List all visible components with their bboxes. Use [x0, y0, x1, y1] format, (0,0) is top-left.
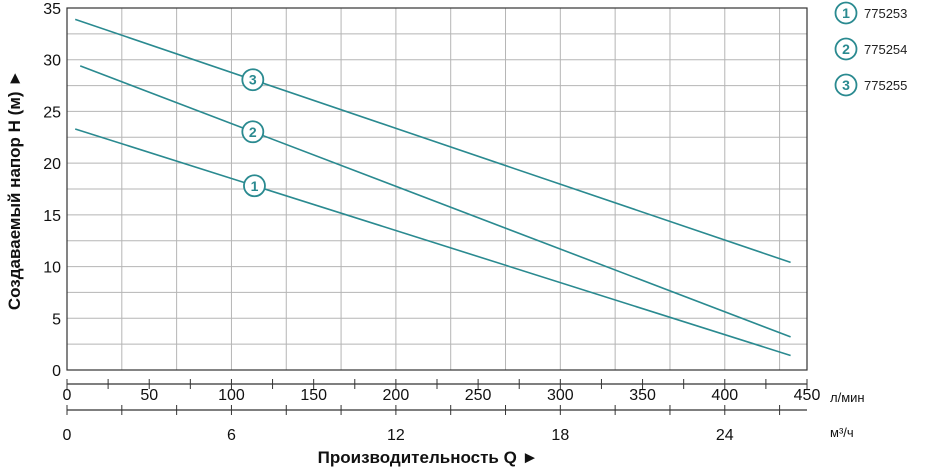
x-axis-secondary: 0 6 12 18 24: [63, 405, 807, 444]
curves: 1 2 3: [74, 18, 791, 357]
y-tick-label: 10: [43, 260, 61, 277]
x-tick-label-primary: 150: [300, 387, 327, 404]
x-tick-label-primary: 0: [63, 387, 72, 404]
curve-1: [74, 128, 791, 357]
legend-marker-3: [834, 73, 858, 97]
x-tick-label-primary: 400: [711, 387, 738, 404]
curve-2: [79, 65, 791, 338]
y-tick-label: 30: [43, 53, 61, 70]
x-tick-label-primary: 350: [629, 387, 656, 404]
grid: [66, 7, 807, 371]
y-tick-label: 20: [43, 156, 61, 173]
x-tick-label-secondary: 0: [63, 427, 72, 444]
curve-marker-label: 2: [249, 124, 257, 140]
y-tick-label: 25: [43, 104, 61, 121]
x-axis-unit-primary: л/мин: [830, 390, 865, 405]
plot-border: [66, 7, 808, 371]
x-axis-unit-secondary: м³/ч: [830, 425, 854, 440]
x-axis-title: Производительность Q ►: [318, 448, 539, 467]
x-tick-label-secondary: 24: [716, 427, 734, 444]
x-tick-label-primary: 50: [140, 387, 158, 404]
curve-marker-1: [243, 174, 266, 198]
x-tick-label-primary: 100: [218, 387, 245, 404]
x-tick-label-primary: 300: [547, 387, 574, 404]
x-tick-label-primary: 250: [465, 387, 492, 404]
curve-marker-label: 1: [251, 178, 259, 194]
legend-entry-3: 775255: [864, 78, 907, 93]
plot-frame: [66, 7, 808, 371]
y-tick-label: 0: [52, 363, 61, 380]
legend: 1 775253 2 775254 3 775255: [834, 1, 907, 97]
y-tick-label: 5: [52, 311, 61, 328]
legend-marker-1: [834, 1, 858, 25]
x-axis-primary: 0 50 100 150 200 250 300 350 400 450: [63, 379, 821, 404]
legend-marker-label: 2: [842, 41, 850, 57]
legend-entry-1: 775253: [864, 6, 907, 21]
legend-marker-label: 3: [842, 77, 850, 93]
x-tick-label-primary: 200: [383, 387, 410, 404]
curve-marker-2: [241, 120, 265, 144]
x-tick-label-primary: 450: [794, 387, 821, 404]
y-axis-title: Создаваемый напор H (м) ►: [5, 70, 24, 310]
curve-marker-3: [241, 68, 265, 92]
y-tick-label: 15: [43, 208, 61, 225]
y-tick-label: 35: [43, 1, 61, 18]
x-tick-label-secondary: 18: [551, 427, 569, 444]
y-axis: 0 5 10 15 20 25 30 35: [43, 1, 61, 380]
x-tick-label-secondary: 12: [387, 427, 405, 444]
legend-marker-label: 1: [842, 5, 850, 21]
legend-entry-2: 775254: [864, 42, 907, 57]
curve-marker-label: 3: [249, 72, 257, 88]
x-tick-label-secondary: 6: [227, 427, 236, 444]
legend-marker-2: [834, 37, 858, 61]
curve-3: [74, 18, 791, 264]
